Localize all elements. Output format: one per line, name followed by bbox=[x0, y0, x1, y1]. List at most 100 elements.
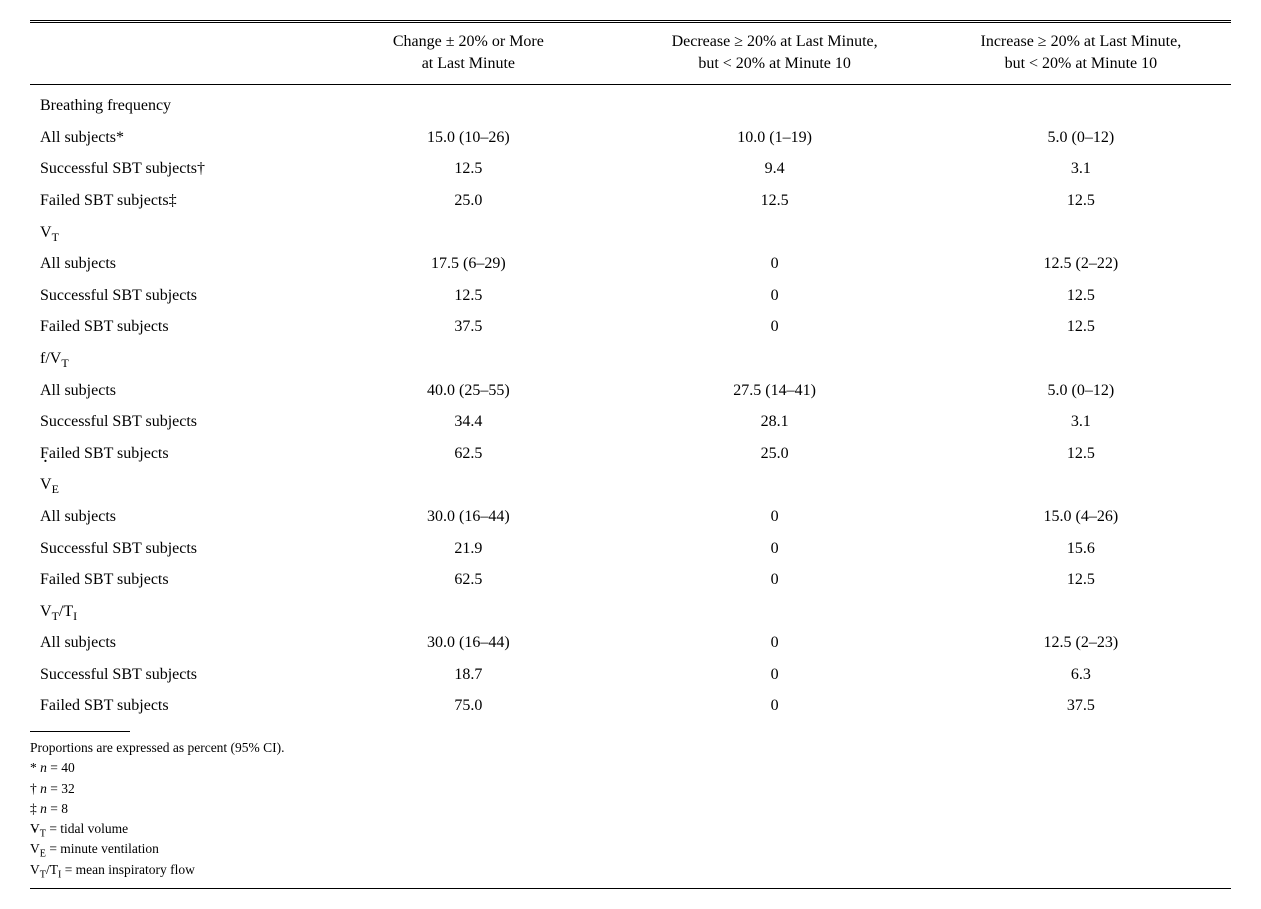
data-table: Change ± 20% or More at Last Minute Decr… bbox=[30, 20, 1231, 727]
cell-value: 3.1 bbox=[931, 153, 1231, 185]
cell-value: 0 bbox=[618, 501, 930, 533]
row-label: Successful SBT subjects† bbox=[30, 153, 318, 185]
cell-value: 12.5 bbox=[318, 153, 618, 185]
header-col1-line1: Change ± 20% or More bbox=[393, 33, 544, 50]
section-row: VE bbox=[30, 469, 1231, 501]
header-col2-line2: but < 20% at Minute 10 bbox=[698, 55, 851, 72]
table-row: All subjects*15.0 (10–26)10.0 (1–19)5.0 … bbox=[30, 122, 1231, 154]
footnote-n8-n: n bbox=[40, 801, 47, 816]
table-row: Successful SBT subjects12.5012.5 bbox=[30, 280, 1231, 312]
cell-value: 15.6 bbox=[931, 533, 1231, 565]
cell-value: 25.0 bbox=[618, 438, 930, 470]
section-row: f/VT bbox=[30, 343, 1231, 375]
cell-value: 18.7 bbox=[318, 659, 618, 691]
section-row: VT bbox=[30, 217, 1231, 249]
section-label: Breathing frequency bbox=[30, 90, 1231, 122]
cell-value: 10.0 (1–19) bbox=[618, 122, 930, 154]
cell-value: 12.5 bbox=[931, 185, 1231, 217]
row-label: Successful SBT subjects bbox=[30, 280, 318, 312]
cell-value: 12.5 bbox=[618, 185, 930, 217]
section-label: VT/TI bbox=[30, 596, 1231, 628]
cell-value: 15.0 (4–26) bbox=[931, 501, 1231, 533]
row-label: Successful SBT subjects bbox=[30, 659, 318, 691]
header-col3: Increase ≥ 20% at Last Minute, but < 20%… bbox=[931, 22, 1231, 85]
cell-value: 0 bbox=[618, 627, 930, 659]
table-row: Successful SBT subjects21.9015.6 bbox=[30, 533, 1231, 565]
section-label: VE bbox=[30, 469, 1231, 501]
row-label: All subjects bbox=[30, 501, 318, 533]
footnote-vtti: VT/TI = mean inspiratory flow bbox=[30, 860, 1231, 880]
row-label: Successful SBT subjects bbox=[30, 406, 318, 438]
header-col1: Change ± 20% or More at Last Minute bbox=[318, 22, 618, 85]
cell-value: 5.0 (0–12) bbox=[931, 375, 1231, 407]
cell-value: 12.5 bbox=[931, 438, 1231, 470]
cell-value: 12.5 bbox=[931, 311, 1231, 343]
table-row: Successful SBT subjects18.706.3 bbox=[30, 659, 1231, 691]
row-label: All subjects bbox=[30, 627, 318, 659]
table-row: All subjects30.0 (16–44)015.0 (4–26) bbox=[30, 501, 1231, 533]
cell-value: 27.5 (14–41) bbox=[618, 375, 930, 407]
header-col2: Decrease ≥ 20% at Last Minute, but < 20%… bbox=[618, 22, 930, 85]
table-row: Successful SBT subjects†12.59.43.1 bbox=[30, 153, 1231, 185]
row-label: Failed SBT subjects bbox=[30, 690, 318, 727]
footnote-n32-pre: † bbox=[30, 781, 40, 796]
header-col3-line2: but < 20% at Minute 10 bbox=[1005, 55, 1158, 72]
table-body: Breathing frequencyAll subjects*15.0 (10… bbox=[30, 85, 1231, 727]
footnote-n40-n: n bbox=[40, 760, 47, 775]
cell-value: 37.5 bbox=[318, 311, 618, 343]
cell-value: 75.0 bbox=[318, 690, 618, 727]
footnote-vt: VT = tidal volume bbox=[30, 819, 1231, 839]
header-col3-line1: Increase ≥ 20% at Last Minute, bbox=[981, 33, 1182, 50]
cell-value: 12.5 (2–22) bbox=[931, 248, 1231, 280]
cell-value: 12.5 bbox=[931, 564, 1231, 596]
cell-value: 34.4 bbox=[318, 406, 618, 438]
table-row: Failed SBT subjects62.525.012.5 bbox=[30, 438, 1231, 470]
cell-value: 6.3 bbox=[931, 659, 1231, 691]
cell-value: 0 bbox=[618, 690, 930, 727]
section-label: f/VT bbox=[30, 343, 1231, 375]
cell-value: 62.5 bbox=[318, 564, 618, 596]
footnote-n32: † n = 32 bbox=[30, 779, 1231, 799]
row-label: Failed SBT subjects‡ bbox=[30, 185, 318, 217]
section-row: VT/TI bbox=[30, 596, 1231, 628]
table-row: Successful SBT subjects34.428.13.1 bbox=[30, 406, 1231, 438]
footnote-n8-pre: ‡ bbox=[30, 801, 40, 816]
cell-value: 17.5 (6–29) bbox=[318, 248, 618, 280]
cell-value: 5.0 (0–12) bbox=[931, 122, 1231, 154]
row-label: All subjects* bbox=[30, 122, 318, 154]
table-row: All subjects40.0 (25–55)27.5 (14–41)5.0 … bbox=[30, 375, 1231, 407]
footnote-n40-post: = 40 bbox=[47, 760, 75, 775]
table-container: Change ± 20% or More at Last Minute Decr… bbox=[30, 20, 1231, 889]
cell-value: 30.0 (16–44) bbox=[318, 627, 618, 659]
cell-value: 12.5 bbox=[318, 280, 618, 312]
table-row: Failed SBT subjects37.5012.5 bbox=[30, 311, 1231, 343]
row-label: All subjects bbox=[30, 248, 318, 280]
cell-value: 15.0 (10–26) bbox=[318, 122, 618, 154]
footnote-n32-n: n bbox=[40, 781, 47, 796]
table-row: All subjects17.5 (6–29)012.5 (2–22) bbox=[30, 248, 1231, 280]
footnote-n40-pre: * bbox=[30, 760, 40, 775]
table-row: Failed SBT subjects75.0037.5 bbox=[30, 690, 1231, 727]
footnote-rule bbox=[30, 731, 130, 732]
cell-value: 40.0 (25–55) bbox=[318, 375, 618, 407]
row-label: Successful SBT subjects bbox=[30, 533, 318, 565]
cell-value: 3.1 bbox=[931, 406, 1231, 438]
footnote-n8: ‡ n = 8 bbox=[30, 799, 1231, 819]
cell-value: 37.5 bbox=[931, 690, 1231, 727]
cell-value: 0 bbox=[618, 280, 930, 312]
row-label: Failed SBT subjects bbox=[30, 564, 318, 596]
footnotes: Proportions are expressed as percent (95… bbox=[30, 738, 1231, 889]
section-label: VT bbox=[30, 217, 1231, 249]
row-label: All subjects bbox=[30, 375, 318, 407]
cell-value: 0 bbox=[618, 659, 930, 691]
footnote-n32-post: = 32 bbox=[47, 781, 75, 796]
table-header-row: Change ± 20% or More at Last Minute Decr… bbox=[30, 22, 1231, 85]
cell-value: 25.0 bbox=[318, 185, 618, 217]
cell-value: 30.0 (16–44) bbox=[318, 501, 618, 533]
cell-value: 0 bbox=[618, 311, 930, 343]
footnote-n8-post: = 8 bbox=[47, 801, 68, 816]
cell-value: 12.5 (2–23) bbox=[931, 627, 1231, 659]
header-empty bbox=[30, 22, 318, 85]
cell-value: 9.4 bbox=[618, 153, 930, 185]
cell-value: 28.1 bbox=[618, 406, 930, 438]
